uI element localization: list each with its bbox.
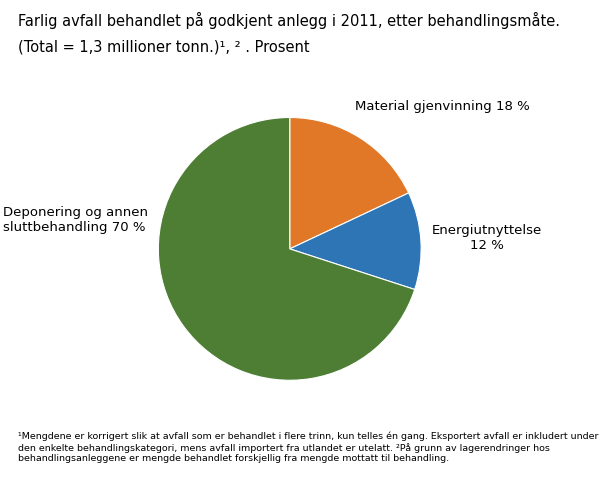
Wedge shape [290, 193, 421, 289]
Text: (Total = 1,3 millioner tonn.)¹, ² . Prosent: (Total = 1,3 millioner tonn.)¹, ² . Pros… [18, 39, 310, 54]
Text: Deponering og annen
sluttbehandling 70 %: Deponering og annen sluttbehandling 70 % [3, 206, 148, 234]
Wedge shape [159, 118, 415, 380]
Text: Energiutnyttelse
12 %: Energiutnyttelse 12 % [432, 224, 542, 252]
Text: Farlig avfall behandlet på godkjent anlegg i 2011, etter behandlingsmåte.: Farlig avfall behandlet på godkjent anle… [18, 12, 561, 29]
Wedge shape [290, 118, 409, 249]
Text: ¹Mengdene er korrigert slik at avfall som er behandlet i flere trinn, kun telles: ¹Mengdene er korrigert slik at avfall so… [18, 432, 599, 463]
Text: Material gjenvinning 18 %: Material gjenvinning 18 % [356, 101, 530, 114]
